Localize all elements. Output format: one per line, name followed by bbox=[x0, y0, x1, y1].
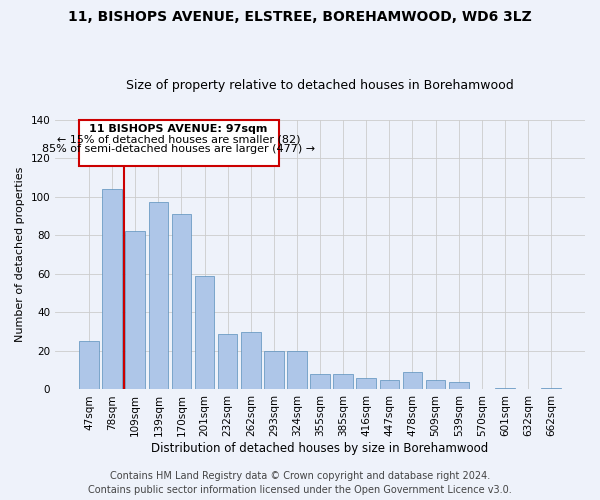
Y-axis label: Number of detached properties: Number of detached properties bbox=[15, 167, 25, 342]
Text: ← 15% of detached houses are smaller (82): ← 15% of detached houses are smaller (82… bbox=[57, 134, 301, 144]
Bar bbox=[287, 351, 307, 390]
Text: 85% of semi-detached houses are larger (477) →: 85% of semi-detached houses are larger (… bbox=[42, 144, 315, 154]
Bar bbox=[541, 388, 561, 390]
Text: 11 BISHOPS AVENUE: 97sqm: 11 BISHOPS AVENUE: 97sqm bbox=[89, 124, 268, 134]
Bar bbox=[103, 189, 122, 390]
Text: Contains HM Land Registry data © Crown copyright and database right 2024.
Contai: Contains HM Land Registry data © Crown c… bbox=[88, 471, 512, 495]
Bar bbox=[380, 380, 399, 390]
Bar bbox=[310, 374, 330, 390]
Text: 11, BISHOPS AVENUE, ELSTREE, BOREHAMWOOD, WD6 3LZ: 11, BISHOPS AVENUE, ELSTREE, BOREHAMWOOD… bbox=[68, 10, 532, 24]
Bar bbox=[495, 388, 515, 390]
X-axis label: Distribution of detached houses by size in Borehamwood: Distribution of detached houses by size … bbox=[151, 442, 489, 455]
Bar bbox=[79, 342, 99, 390]
Bar bbox=[125, 232, 145, 390]
Bar bbox=[334, 374, 353, 390]
Bar bbox=[426, 380, 445, 390]
Bar bbox=[264, 351, 284, 390]
Bar bbox=[449, 382, 469, 390]
Bar bbox=[218, 334, 238, 390]
Bar bbox=[356, 378, 376, 390]
Bar bbox=[172, 214, 191, 390]
Title: Size of property relative to detached houses in Borehamwood: Size of property relative to detached ho… bbox=[126, 79, 514, 92]
Bar bbox=[149, 202, 168, 390]
Bar bbox=[241, 332, 260, 390]
FancyBboxPatch shape bbox=[79, 120, 278, 166]
Bar bbox=[195, 276, 214, 390]
Bar bbox=[403, 372, 422, 390]
